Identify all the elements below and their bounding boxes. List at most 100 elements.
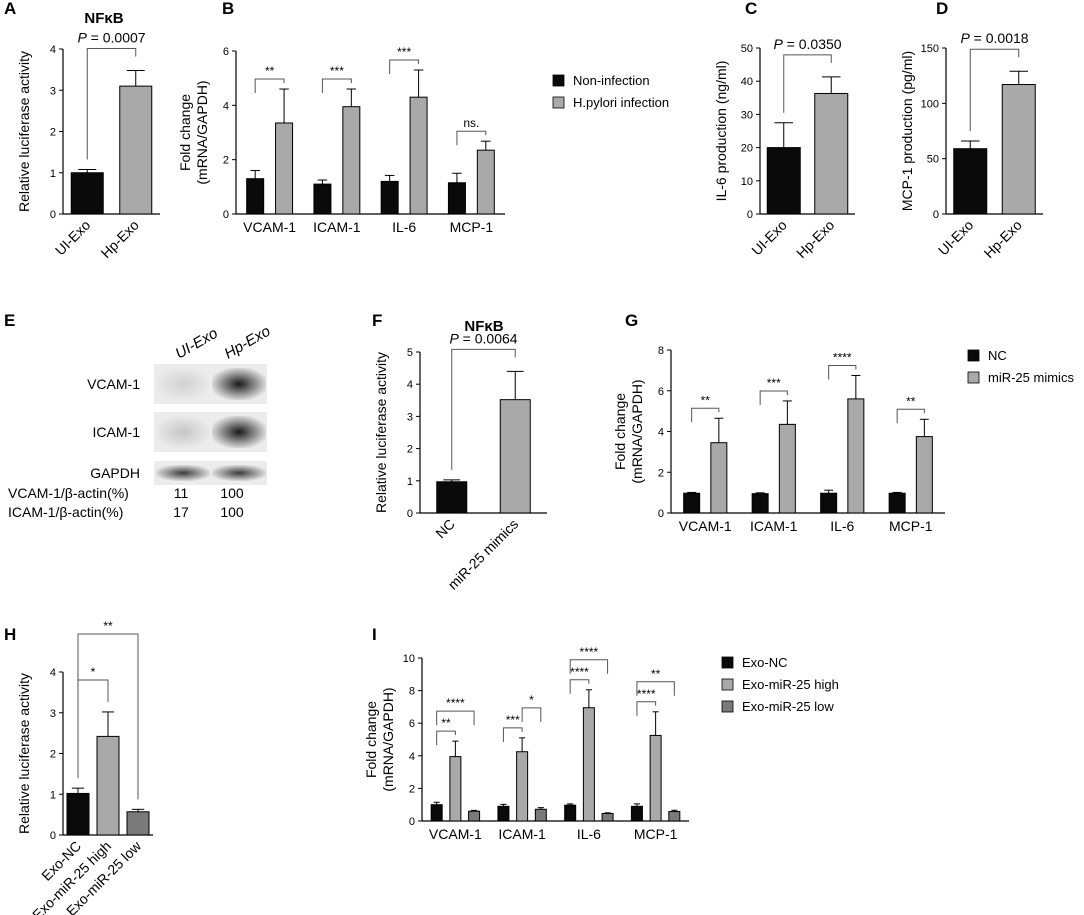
panel-letter: A xyxy=(4,0,16,18)
significance-bracket xyxy=(569,659,609,674)
p-value: = 0.0350 xyxy=(783,36,842,52)
y-tick-label: 0 xyxy=(223,209,229,221)
bar xyxy=(582,707,595,822)
p-value-bracket xyxy=(86,47,137,160)
panel-letter: I xyxy=(372,625,377,644)
legend-label: H.pylori infection xyxy=(573,95,669,110)
y-tick-label: 6 xyxy=(409,718,415,730)
bar xyxy=(649,734,662,822)
p-value-label: P = 0.0018 xyxy=(960,30,1028,46)
p-value-label: P = 0.0350 xyxy=(773,36,841,52)
panel-i: I 0 2 4 6 8 10 Fold change (mRNA/GAPDH) VCAM-1 ICA… xyxy=(363,625,839,842)
significance-label: **** xyxy=(446,696,465,710)
significance-label: **** xyxy=(637,687,656,701)
bar xyxy=(380,180,399,215)
x-tick-label: VCAM-1 xyxy=(429,826,482,842)
y-axis-label: (mRNA/GAPDH) xyxy=(629,379,645,483)
blot-band xyxy=(156,416,210,448)
y-tick-label: 0 xyxy=(409,816,415,828)
legend-label: miR-25 mimics xyxy=(988,370,1074,385)
bar xyxy=(601,813,614,822)
legend-swatch xyxy=(967,371,980,384)
y-tick-label: 2 xyxy=(50,749,56,761)
y-axis-label: Fold change xyxy=(363,701,379,778)
quant-value: 100 xyxy=(220,504,244,520)
bar xyxy=(516,751,529,822)
blot-band xyxy=(156,368,210,400)
panel-letter: G xyxy=(625,311,638,330)
blot-band xyxy=(212,465,266,481)
y-tick-label: 4 xyxy=(50,667,56,679)
p-value: = 0.0018 xyxy=(970,30,1029,46)
x-tick-label: UI-Exo xyxy=(935,217,977,259)
y-axis-label: Fold change xyxy=(612,393,628,470)
significance-label: *** xyxy=(506,713,520,727)
y-tick-label: 2 xyxy=(409,783,415,795)
significance-label: ** xyxy=(701,393,711,407)
y-tick-label: 8 xyxy=(658,345,664,357)
x-tick-label: Hp-Exo xyxy=(981,217,1025,261)
blot-row-label: ICAM-1 xyxy=(93,424,141,440)
p-symbol: P xyxy=(960,30,970,46)
x-tick-label: Hp-Exo xyxy=(98,217,142,261)
y-tick-label: 1 xyxy=(50,168,56,180)
panel-letter: C xyxy=(745,0,757,18)
significance-bracket xyxy=(436,710,475,726)
y-axis-label: Relative luciferase activity xyxy=(373,352,389,513)
x-tick-label: VCAM-1 xyxy=(243,219,296,235)
quant-row-label: VCAM-1/β-actin(%) xyxy=(8,485,129,501)
bar xyxy=(430,804,443,822)
y-tick-label: 40 xyxy=(741,76,753,88)
bar xyxy=(778,423,796,514)
significance-label: ** xyxy=(906,394,916,408)
legend-swatch xyxy=(967,349,980,362)
y-axis-label: MCP-1 production (pg/ml) xyxy=(899,51,915,211)
panel-letter: D xyxy=(936,0,948,18)
blot-band xyxy=(212,416,266,448)
panel-e: E UI-Exo Hp-Exo VCAM-1 ICAM-1 GAPDH VCAM-1/β-a… xyxy=(4,311,273,520)
p-symbol: P xyxy=(449,330,459,346)
significance-label: **** xyxy=(570,665,589,679)
bar xyxy=(499,399,531,514)
significance-bracket xyxy=(691,407,720,423)
y-axis-label: Fold change xyxy=(177,94,193,171)
blot-row-label: GAPDH xyxy=(90,465,140,481)
chart-title: NFκB xyxy=(464,318,503,335)
bar xyxy=(119,85,153,215)
x-tick-label: IL-6 xyxy=(392,219,416,235)
significance-bracket xyxy=(321,78,352,94)
significance-label: **** xyxy=(580,645,599,659)
p-value-label: P = 0.0064 xyxy=(449,330,517,346)
legend-label: NC xyxy=(988,348,1007,363)
panel-g: G 0 2 4 6 8 Fold change (mRNA/GAPDH) VCAM-1 ICAM-… xyxy=(612,311,1074,534)
bar xyxy=(96,735,120,836)
y-tick-label: 4 xyxy=(658,427,664,439)
legend-swatch xyxy=(721,700,734,713)
p-symbol: P xyxy=(773,36,783,52)
x-tick-label: Hp-Exo xyxy=(793,217,837,261)
bar xyxy=(766,147,801,215)
y-tick-label: 3 xyxy=(50,85,56,97)
significance-bracket xyxy=(456,130,487,146)
significance-bracket xyxy=(254,78,285,94)
y-axis-label: (mRNA/GAPDH) xyxy=(380,687,396,791)
panel-c: C 0 10 20 30 40 50 IL-6 production (ng/ml) UI-Ex… xyxy=(713,0,855,261)
bar xyxy=(820,492,838,514)
y-tick-label: 100 xyxy=(921,98,939,110)
y-tick-label: 6 xyxy=(223,46,229,58)
bar xyxy=(751,493,769,514)
significance-label: ** xyxy=(103,619,113,633)
legend-label: Exo-miR-25 high xyxy=(742,677,839,692)
y-axis-label: Relative luciferase activity xyxy=(16,51,32,212)
p-value-label: P = 0.0007 xyxy=(77,29,145,45)
significance-bracket xyxy=(77,633,139,800)
quant-value: 17 xyxy=(173,504,189,520)
bar xyxy=(915,436,933,514)
y-tick-label: 50 xyxy=(741,43,753,55)
blot-column-label: Hp-Exo xyxy=(222,323,274,363)
y-tick-label: 1 xyxy=(50,789,56,801)
x-tick-label: NC xyxy=(432,516,458,542)
bar xyxy=(814,92,849,215)
p-value-bracket xyxy=(969,48,1020,131)
